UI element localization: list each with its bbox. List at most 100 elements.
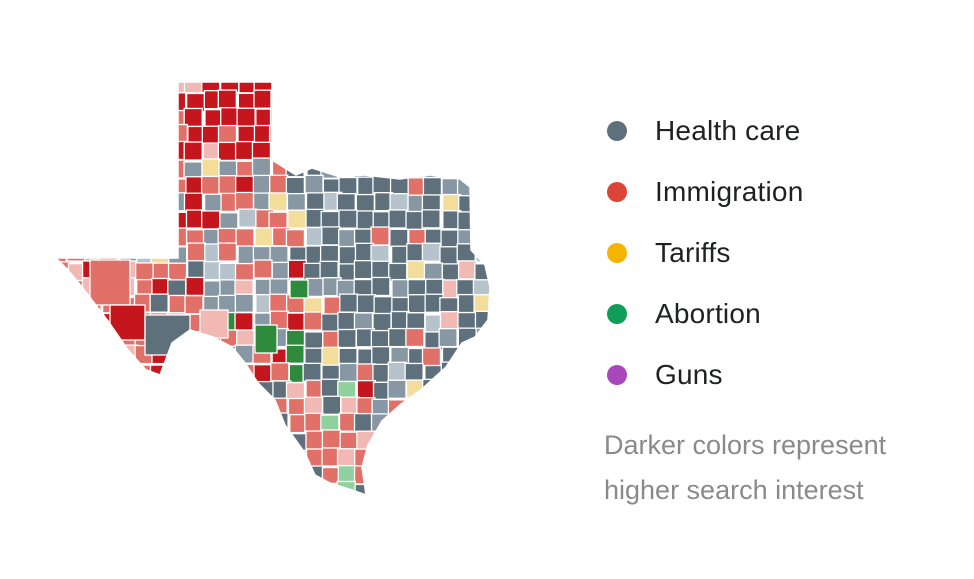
county-cell (100, 89, 120, 110)
county-cell (217, 89, 237, 109)
texas-county-map (50, 75, 510, 505)
county-cell (305, 108, 326, 129)
county-cell (116, 484, 136, 495)
county-cell (456, 177, 477, 198)
county-cell (422, 414, 442, 434)
county-cell (387, 379, 407, 399)
county-cell (116, 160, 136, 180)
county-cell (82, 310, 102, 330)
county-cell (253, 89, 273, 109)
county-cell (493, 245, 510, 263)
county-cell (370, 449, 390, 470)
county-cell (459, 362, 479, 382)
county-cell (304, 465, 324, 485)
legend-note: Darker colors represent higher search in… (604, 423, 954, 513)
county-cell (439, 107, 459, 128)
county-cell (408, 447, 428, 467)
county-cell (99, 502, 117, 505)
county-cell (305, 141, 325, 162)
county-cell (337, 328, 357, 349)
county-cell (217, 124, 238, 145)
county-cell (132, 194, 153, 214)
county-cell (56, 174, 71, 194)
county-cell (238, 208, 258, 228)
county-cell (254, 227, 274, 247)
county-cell (152, 143, 172, 163)
county-cell (133, 399, 154, 419)
county-cell (302, 362, 322, 383)
county-cell (320, 498, 338, 505)
county-cell (303, 483, 324, 495)
county-cell (455, 109, 476, 129)
county-cell (474, 142, 490, 162)
county-cell (475, 91, 490, 111)
county-cell (406, 260, 426, 280)
county-cell (421, 89, 441, 109)
county-cell (456, 243, 476, 263)
county-cell (56, 481, 68, 495)
county-cell (100, 412, 120, 433)
county-cell (200, 379, 220, 399)
county-cell (152, 90, 173, 110)
county-cell (167, 346, 187, 366)
county-cell (353, 107, 373, 127)
county-cell (407, 482, 427, 495)
county-cell (321, 141, 341, 161)
county-cell (422, 176, 443, 197)
county-cell (287, 397, 308, 418)
county-cell (303, 311, 323, 331)
county-cell (66, 108, 86, 128)
county-cell (458, 500, 476, 505)
county-cell (56, 192, 70, 212)
county-cell (101, 176, 121, 196)
county-cell (254, 324, 278, 354)
county-cell (56, 296, 67, 316)
county-cell (271, 82, 291, 94)
county-cell (473, 432, 490, 452)
county-cell (421, 395, 442, 415)
county-cell (132, 227, 152, 247)
county-cell (336, 91, 357, 111)
county-cell (271, 501, 289, 505)
county-cell (56, 328, 68, 348)
county-cell (186, 260, 207, 280)
county-cell (185, 482, 205, 495)
county-cell (68, 126, 88, 146)
county-cell (489, 176, 490, 197)
county-cell (252, 502, 270, 505)
county-cell (509, 280, 510, 298)
county-cell (133, 211, 153, 231)
county-cell (269, 174, 289, 194)
county-cell (252, 174, 273, 195)
county-cell (355, 143, 375, 164)
county-cell (336, 158, 357, 178)
county-cell (424, 140, 444, 160)
county-cell (84, 160, 105, 180)
county-cell (183, 192, 204, 212)
county-cell (183, 396, 203, 416)
county-cell (457, 211, 477, 231)
county-cell (285, 176, 306, 197)
county-cell (305, 192, 326, 212)
county-cell (353, 412, 374, 433)
county-cell (81, 381, 102, 402)
county-cell (356, 294, 376, 314)
county-cell (493, 159, 510, 177)
county-cell (492, 193, 510, 211)
county-cell (442, 193, 462, 214)
county-cell (439, 449, 459, 469)
county-cell (101, 194, 122, 214)
legend-label: Health care (655, 114, 801, 146)
county-cell (289, 279, 309, 299)
county-cell (234, 450, 254, 470)
county-cell (321, 313, 341, 333)
tariffs-dot-icon (607, 242, 627, 263)
county-cell (149, 159, 170, 179)
legend-label: Tariffs (655, 236, 731, 268)
county-cell (201, 125, 221, 145)
county-cell (100, 430, 121, 451)
county-cell (253, 259, 273, 279)
county-cell (186, 242, 207, 262)
county-cell (392, 501, 410, 505)
county-cell (387, 327, 408, 348)
